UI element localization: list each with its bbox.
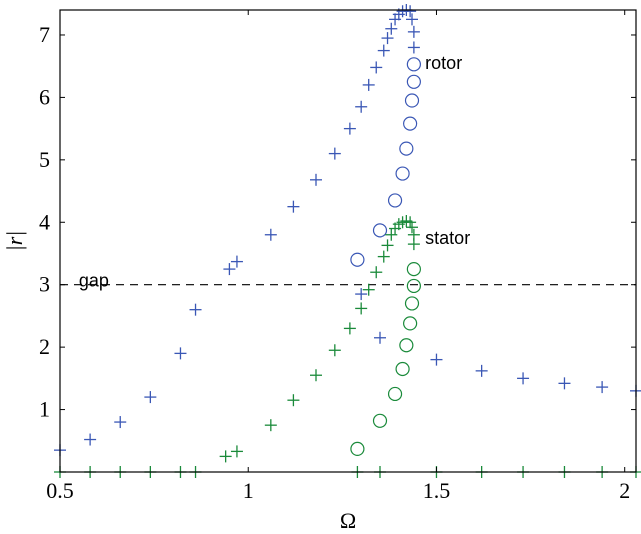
annotation-gap: gap [79, 270, 109, 290]
data-point-plus [407, 25, 420, 38]
data-point-circle [350, 441, 365, 456]
data-point-plus [430, 353, 443, 366]
data-point-plus [328, 147, 341, 160]
data-point-plus [385, 228, 398, 241]
data-point-circle [406, 261, 421, 277]
x-tick-label: 1.5 [423, 478, 451, 503]
axis-ticks [59, 10, 636, 472]
data-point-plus [355, 100, 368, 113]
data-point-circle [403, 316, 418, 331]
data-point-plus [355, 302, 368, 315]
data-point-plus [596, 381, 609, 394]
data-point-plus [558, 377, 571, 390]
y-tick-label: 2 [39, 334, 50, 359]
data-point-circle [406, 278, 421, 294]
y-tick-label: 6 [39, 84, 50, 109]
data-point-plus [343, 322, 356, 335]
data-point-circle [372, 413, 388, 428]
data-point-circle [387, 193, 403, 208]
data-point-circle [404, 296, 420, 311]
data-point-plus [343, 122, 356, 135]
data-point-plus [362, 78, 375, 91]
data-point-plus [370, 266, 383, 279]
data-point-plus [310, 369, 322, 382]
data-point-plus [385, 22, 398, 35]
data-point-plus [381, 32, 394, 45]
data-point-circle [406, 57, 421, 72]
data-point-plus [381, 239, 394, 252]
data-point-circle [403, 116, 418, 131]
data-point-plus [114, 416, 127, 429]
data-point-circle [406, 74, 421, 89]
plot-marks [54, 4, 641, 478]
plot-frame [59, 9, 637, 473]
data-point-plus [475, 364, 488, 377]
data-point-plus [264, 419, 277, 432]
x-axis-label: Ω [340, 508, 356, 533]
data-point-plus [377, 44, 390, 57]
data-point-circle [395, 361, 410, 377]
annotations: rotor stator gap [79, 53, 470, 290]
y-tick-label: 5 [39, 147, 50, 172]
data-point-circle [399, 141, 414, 156]
data-point-plus [377, 250, 390, 263]
x-tick-label: 1 [243, 478, 254, 503]
data-point-plus [407, 41, 420, 54]
data-point-circle [372, 223, 388, 238]
data-point-plus [287, 394, 300, 407]
data-point-plus [404, 5, 417, 18]
tick-labels: 0.5 1 1.5 2 1 2 3 4 5 6 7 [39, 22, 630, 503]
data-point-plus [374, 331, 386, 344]
data-point-plus [144, 391, 157, 404]
data-point-plus [406, 221, 418, 234]
data-point-plus [404, 216, 417, 229]
y-tick-label: 3 [39, 272, 50, 297]
y-axis-label: |r| [2, 231, 27, 252]
data-point-plus [189, 303, 202, 316]
data-point-plus [517, 372, 530, 385]
y-tick-label: 1 [39, 397, 50, 422]
data-point-circle [404, 93, 420, 108]
y-tick-label: 4 [39, 209, 50, 234]
data-point-circle [395, 166, 410, 181]
data-point-plus [230, 255, 243, 268]
x-tick-label: 2 [619, 478, 630, 503]
data-point-circle [399, 338, 414, 353]
annotation-stator: stator [425, 228, 470, 248]
data-point-plus [223, 263, 236, 276]
data-point-plus [328, 344, 341, 357]
data-point-circle [387, 386, 403, 402]
data-point-plus [370, 61, 383, 74]
data-point-plus [219, 450, 232, 463]
data-point-plus [362, 283, 375, 296]
data-point-plus [310, 173, 322, 186]
data-point-plus [174, 347, 187, 360]
data-point-plus [407, 238, 420, 251]
data-point-plus [84, 433, 97, 446]
data-point-plus [406, 13, 418, 26]
data-point-plus [355, 288, 368, 301]
data-point-circle [350, 252, 365, 267]
data-point-plus [230, 445, 243, 458]
y-tick-label: 7 [39, 22, 50, 47]
annotation-rotor: rotor [425, 53, 462, 73]
data-point-plus [264, 228, 277, 241]
x-tick-label: 0.5 [46, 478, 74, 503]
data-point-plus [287, 200, 300, 213]
